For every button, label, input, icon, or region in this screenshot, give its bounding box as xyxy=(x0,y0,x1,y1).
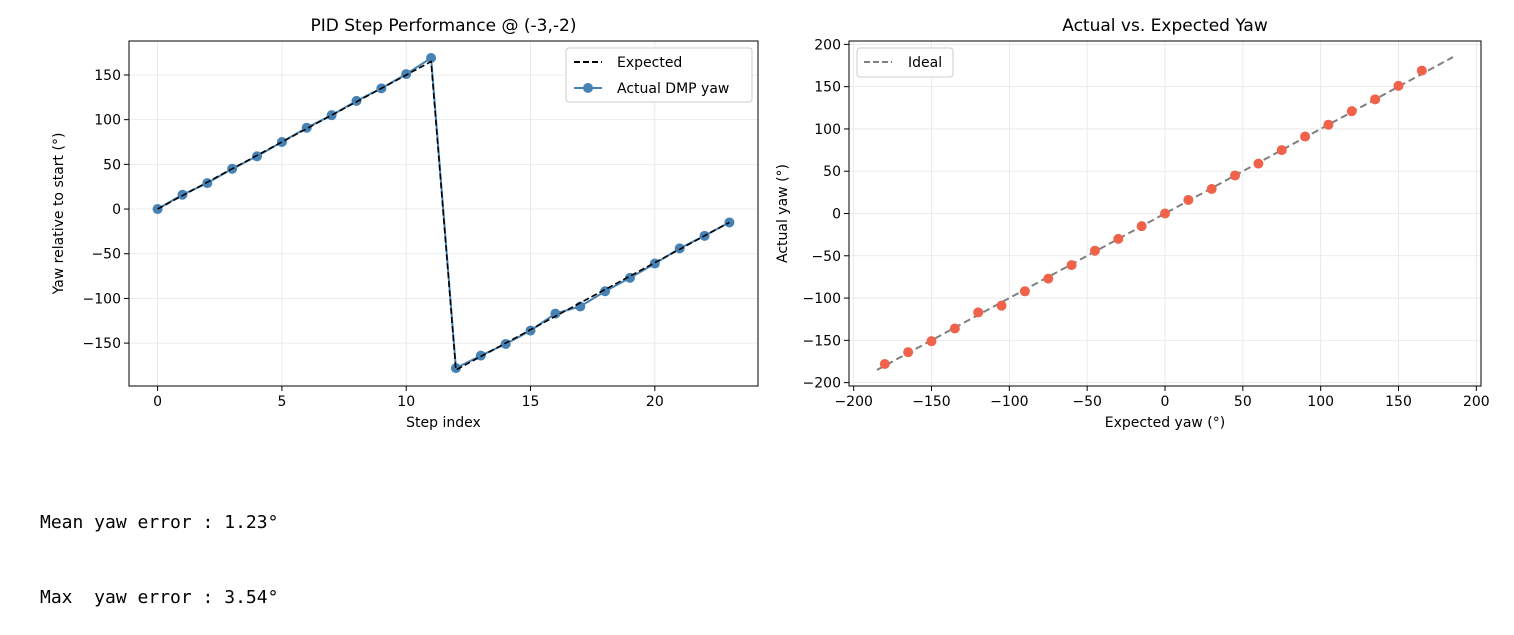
x-tick-label: 50 xyxy=(1234,394,1252,410)
actual-vs-expected-yaw-chart: −200 −150 −100 −50 0 50 100 150 200 −200 −150 −100 −… xyxy=(775,16,1490,431)
plot-frame xyxy=(128,40,759,387)
scatter-point xyxy=(1370,94,1381,105)
charts-figure: 0 5 10 15 20 −150 −100 −50 0 50 100 150 PID Step Per… xyxy=(51,16,1490,431)
mean-yaw-error-text: Mean yaw error : 1.23° xyxy=(40,512,279,533)
x-tick-label: 20 xyxy=(646,394,664,410)
y-axis-label: Yaw relative to start (°) xyxy=(51,133,67,296)
data-point-actual xyxy=(401,69,412,80)
scatter-point xyxy=(1393,80,1404,91)
data-point-actual xyxy=(252,151,263,162)
scatter-point xyxy=(1089,245,1100,256)
x-tick-label: 5 xyxy=(277,394,286,410)
data-point-actual xyxy=(326,110,337,121)
x-tick-label: −50 xyxy=(1072,394,1102,410)
chart-title: PID Step Performance @ (-3,-2) xyxy=(311,16,577,36)
x-tick-label: −100 xyxy=(990,394,1028,410)
scatter-point xyxy=(1346,106,1357,117)
plot-frame xyxy=(848,40,1482,387)
x-tick-label: 10 xyxy=(397,394,415,410)
scatter-point xyxy=(949,323,960,334)
scatter-point xyxy=(1276,145,1287,156)
y-tick-label: 0 xyxy=(832,207,841,223)
legend: Ideal xyxy=(856,47,954,78)
scatter-point xyxy=(903,347,914,358)
scatter-point xyxy=(1416,65,1427,76)
y-tick-label: −100 xyxy=(83,291,121,307)
scatter-point xyxy=(879,359,890,370)
y-tick-label: −50 xyxy=(811,249,841,265)
y-tick-label: −150 xyxy=(803,333,841,349)
x-tick-label: 200 xyxy=(1463,394,1490,410)
y-tick-label: −50 xyxy=(91,247,121,263)
legend-box xyxy=(856,47,954,78)
legend-label-ideal: Ideal xyxy=(908,55,942,71)
scatter-point xyxy=(1019,286,1030,297)
scatter-point xyxy=(1206,183,1217,194)
scatter-point xyxy=(1183,194,1194,205)
x-tick-label: 0 xyxy=(1161,394,1170,410)
scatter-point xyxy=(1230,170,1241,181)
max-yaw-error-text: Max yaw error : 3.54° xyxy=(40,587,279,608)
console-output: Mean yaw error : 1.23° Max yaw error : 3… xyxy=(40,460,278,635)
y-tick-label: 50 xyxy=(103,157,121,173)
y-tick-label: 150 xyxy=(814,80,841,96)
pid-step-performance-chart: 0 5 10 15 20 −150 −100 −50 0 50 100 150 PID Step Per… xyxy=(51,16,759,431)
x-tick-label: 15 xyxy=(522,394,540,410)
x-tick-label: −200 xyxy=(834,394,872,410)
y-tick-label: −150 xyxy=(83,336,121,352)
data-point-actual xyxy=(152,204,163,215)
data-point-actual xyxy=(450,363,461,374)
y-tick-label: −200 xyxy=(803,376,841,392)
y-tick-label: 50 xyxy=(823,164,841,180)
scatter-point xyxy=(926,336,937,347)
x-tick-label: 0 xyxy=(153,394,162,410)
legend-box xyxy=(565,47,753,103)
legend: Expected Actual DMP yaw xyxy=(565,47,753,103)
scatter-point xyxy=(1043,273,1054,284)
scatter-point xyxy=(973,307,984,318)
legend-marker-actual xyxy=(583,83,593,93)
y-tick-label: 100 xyxy=(94,113,121,129)
x-axis-label: Step index xyxy=(406,415,481,431)
scatter-point xyxy=(1300,131,1311,142)
scatter-point xyxy=(996,300,1007,311)
scatter-point xyxy=(1113,233,1124,244)
y-tick-label: 150 xyxy=(94,68,121,84)
y-tick-label: 100 xyxy=(814,122,841,138)
scatter-point xyxy=(1253,158,1264,169)
x-tick-label: −150 xyxy=(912,394,950,410)
y-tick-label: 200 xyxy=(814,37,841,53)
scatter-point xyxy=(1136,221,1147,232)
x-tick-label: 100 xyxy=(1307,394,1334,410)
chart-title: Actual vs. Expected Yaw xyxy=(1062,16,1268,36)
scatter-point xyxy=(1323,119,1334,130)
x-axis-label: Expected yaw (°) xyxy=(1105,415,1225,431)
data-point-actual xyxy=(202,178,213,189)
y-tick-label: −100 xyxy=(803,291,841,307)
y-axis-label: Actual yaw (°) xyxy=(775,164,791,263)
legend-label-actual: Actual DMP yaw xyxy=(617,81,729,97)
scatter-point xyxy=(1066,260,1077,271)
data-point-actual xyxy=(674,243,685,254)
y-tick-label: 0 xyxy=(112,202,121,218)
data-point-actual xyxy=(351,95,362,106)
legend-label-expected: Expected xyxy=(617,55,682,71)
series-line-expected xyxy=(157,60,730,372)
scatter-point xyxy=(1160,208,1170,219)
data-point-actual xyxy=(550,308,561,319)
data-point-actual xyxy=(276,136,287,147)
data-point-actual xyxy=(426,52,437,63)
x-tick-label: 150 xyxy=(1385,394,1412,410)
